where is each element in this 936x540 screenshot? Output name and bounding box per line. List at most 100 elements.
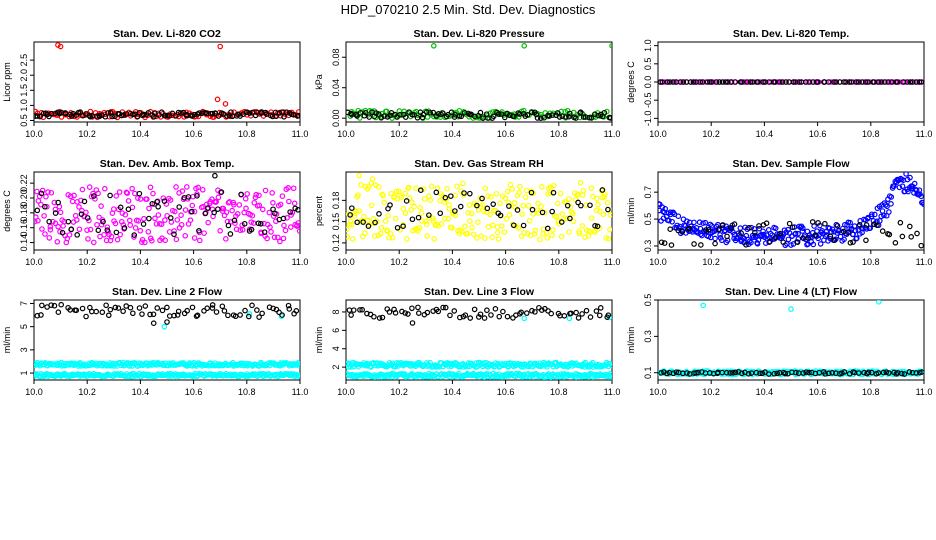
y-axis-label: Licor ppm [2,62,12,102]
data-point [862,79,869,85]
data-point [295,207,300,213]
data-point [76,226,83,233]
data-point [45,189,51,195]
data-point [752,229,758,236]
data-point [918,79,924,85]
data-point [34,207,41,214]
data-point [357,110,364,116]
data-point [686,225,693,232]
data-point [563,114,569,120]
y-tick-label: 1.5 [19,84,29,97]
data-point [136,190,143,197]
data-point [800,370,807,376]
x-tick-label: 10.0 [649,129,667,139]
data-point [664,370,670,377]
data-point-outlier [57,43,64,50]
data-point [283,109,290,116]
data-point [52,206,59,213]
data-point [459,180,466,187]
data-points [658,300,924,378]
data-point-outlier [788,306,794,312]
data-point [191,235,198,241]
data-point [587,202,593,209]
data-point [888,201,894,207]
data-point [126,217,133,224]
data-point [506,212,513,218]
data-point [496,313,503,320]
x-tick-label: 10.4 [756,387,774,397]
data-point [875,79,882,85]
data-point [81,198,88,205]
data-point [271,234,278,241]
data-point [171,231,177,238]
data-point [139,311,145,317]
data-point [794,239,801,245]
data-point [488,194,494,200]
data-point [524,111,531,118]
y-tick-label: 0.5 [643,58,653,71]
data-point [464,230,471,237]
data-point [349,205,355,211]
data-point [452,208,458,214]
data-point [69,198,76,205]
data-points [34,42,300,121]
data-point [528,189,535,196]
data-point [558,233,565,240]
data-point [596,312,603,319]
data-point [723,369,730,376]
data-point [796,79,803,85]
data-point [561,312,568,319]
data-point [509,186,515,192]
data-point [358,181,364,188]
data-point [232,220,238,226]
data-point-outlier [356,172,363,179]
data-point [501,229,508,235]
data-point [531,231,538,237]
data-point [249,212,256,219]
data-point [774,370,780,377]
data-point [529,206,536,213]
data-point [173,236,180,243]
data-point [421,196,428,202]
data-point [760,79,766,85]
x-tick-label: 10.6 [809,129,827,139]
data-point [403,198,410,204]
data-point [899,183,906,189]
data-point [277,238,283,245]
data-point [471,306,478,313]
data-point [549,232,555,239]
chart-title: Stan. Dev. Sample Flow [732,158,850,170]
data-point [891,183,897,189]
data-point [564,215,570,222]
data-point [218,189,225,195]
data-point [795,230,801,237]
data-point [42,231,48,237]
data-point [295,112,300,119]
y-tick-label: 4 [331,346,341,351]
data-point [146,205,152,212]
y-tick-label: 0.00 [331,109,341,127]
data-point [361,213,367,220]
y-tick-label: 0.15 [331,213,341,231]
x-tick-label: 10.0 [337,257,355,267]
y-tick-label: 6 [331,328,341,333]
x-tick-label: 10.2 [390,387,408,397]
chart-title: Stan. Dev. Li-820 Pressure [413,28,544,40]
data-point [505,199,512,206]
data-point [178,212,184,218]
data-point [243,205,249,212]
x-tick-label: 10.0 [337,387,355,397]
data-point [907,174,913,181]
data-point [209,110,216,117]
data-point [395,363,401,369]
data-point [277,201,284,208]
data-point [825,370,832,377]
data-point [716,79,723,85]
x-tick-label: 10.4 [756,257,774,267]
data-point [515,225,522,231]
data-point [658,79,664,85]
data-point [712,235,718,242]
data-point [705,226,712,233]
data-point [779,79,786,85]
data-point [597,208,603,215]
